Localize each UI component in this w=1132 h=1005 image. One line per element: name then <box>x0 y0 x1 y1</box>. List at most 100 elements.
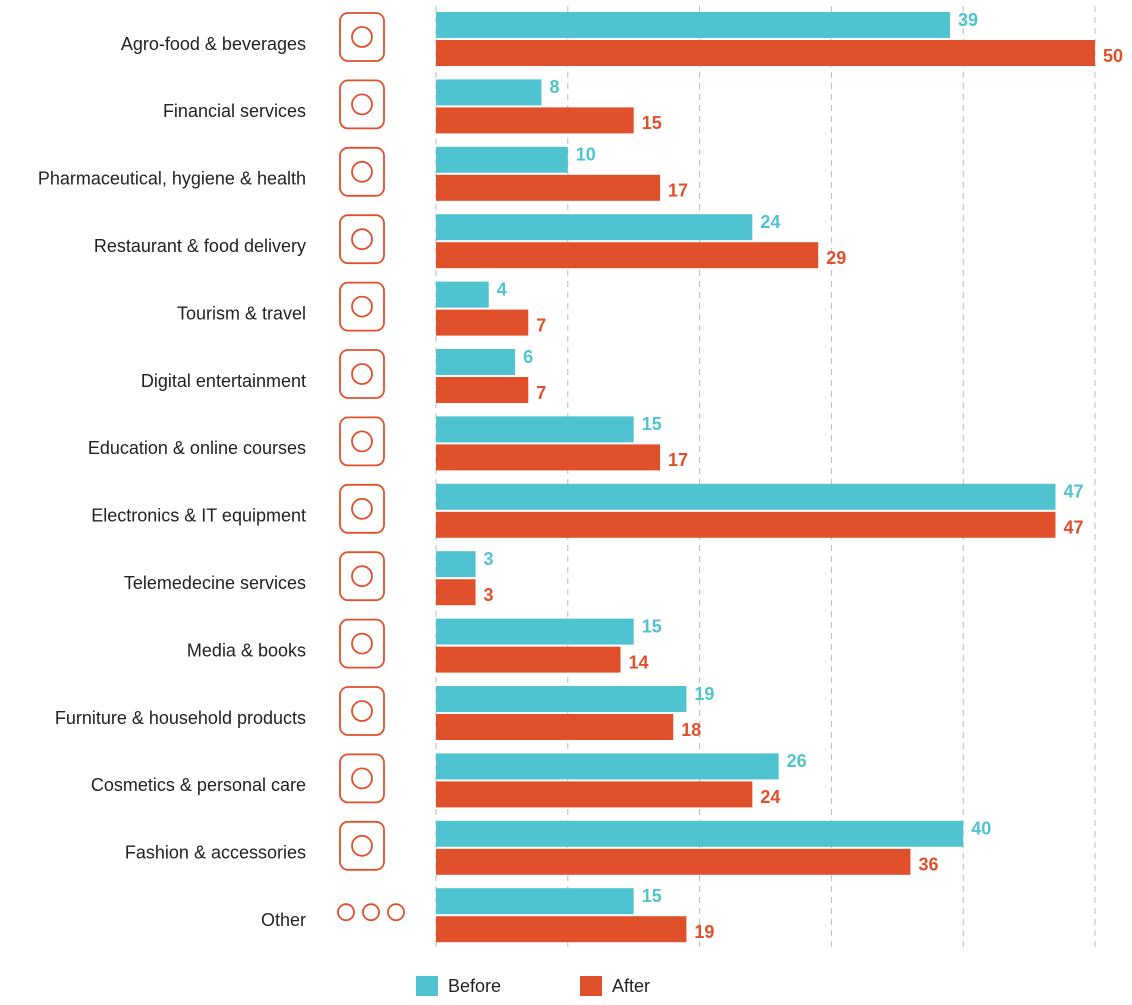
bar <box>436 888 634 915</box>
bar <box>436 444 661 471</box>
value-label: 50 <box>1103 46 1123 66</box>
value-label: 15 <box>642 414 662 434</box>
bar <box>436 618 634 645</box>
bar <box>436 377 529 403</box>
value-label: 3 <box>484 585 494 605</box>
value-label: 6 <box>523 347 533 367</box>
legend-label: After <box>612 976 650 996</box>
bar <box>436 686 687 712</box>
icon <box>351 430 373 453</box>
bar <box>436 714 674 740</box>
category-label: Fashion & accessories <box>125 843 306 863</box>
icon <box>351 700 373 722</box>
icon <box>339 416 385 467</box>
category-label: Education & online courses <box>88 438 306 458</box>
bar <box>436 242 819 269</box>
bar <box>436 309 529 336</box>
value-label: 15 <box>642 616 662 636</box>
bar <box>436 107 634 134</box>
icon <box>351 632 373 655</box>
icon <box>339 12 385 62</box>
category-label: Digital entertainment <box>141 371 306 391</box>
category-label: Tourism & travel <box>177 303 306 323</box>
icon <box>339 146 385 197</box>
value-label: 19 <box>694 684 714 704</box>
category-label: Financial services <box>163 101 306 121</box>
bar <box>436 483 1056 510</box>
icon <box>351 26 373 48</box>
bar <box>436 174 661 201</box>
category-label: Pharmaceutical, hygiene & health <box>38 169 306 189</box>
value-label: 24 <box>760 212 780 232</box>
legend-swatch <box>416 976 438 996</box>
bar <box>436 281 489 308</box>
bar <box>436 820 964 847</box>
bar <box>436 753 779 780</box>
bar <box>436 12 951 38</box>
icon <box>339 281 385 332</box>
icon <box>339 214 385 265</box>
icon <box>339 618 385 669</box>
value-label: 15 <box>642 113 662 133</box>
icon <box>351 363 373 385</box>
icon <box>351 228 373 251</box>
value-label: 15 <box>642 886 662 906</box>
value-label: 24 <box>760 787 780 807</box>
icon <box>339 753 385 804</box>
bar <box>436 214 753 241</box>
legend-label: Before <box>448 976 501 996</box>
icon <box>351 497 373 520</box>
value-label: 17 <box>668 450 688 470</box>
value-label: 10 <box>576 145 596 165</box>
category-label: Media & books <box>187 640 306 660</box>
value-label: 4 <box>497 279 507 299</box>
value-label: 17 <box>668 181 688 201</box>
value-label: 14 <box>629 652 649 672</box>
icon <box>387 903 405 922</box>
value-label: 40 <box>971 819 991 839</box>
bar <box>436 781 753 808</box>
value-label: 39 <box>958 10 978 30</box>
icon <box>351 767 373 790</box>
icon <box>339 349 385 399</box>
value-label: 19 <box>694 922 714 942</box>
icon <box>351 565 373 588</box>
value-label: 36 <box>918 855 938 875</box>
icon <box>337 903 355 922</box>
category-label: Furniture & household products <box>55 708 306 728</box>
icon <box>339 551 385 602</box>
category-label: Restaurant & food delivery <box>94 236 306 256</box>
value-label: 7 <box>536 383 546 403</box>
bar <box>436 349 516 375</box>
bar <box>436 551 476 578</box>
icon <box>351 160 373 183</box>
bar <box>436 146 568 173</box>
icon <box>351 93 373 116</box>
category-label: Agro-food & beverages <box>121 34 306 54</box>
bar <box>436 511 1056 538</box>
value-label: 26 <box>787 751 807 771</box>
value-label: 29 <box>826 248 846 268</box>
value-label: 47 <box>1063 518 1083 538</box>
icon <box>339 686 385 736</box>
legend-swatch <box>580 976 602 996</box>
bar <box>436 579 476 606</box>
bar <box>436 40 1095 66</box>
category-label: Telemedecine services <box>124 573 306 593</box>
bar <box>436 848 911 875</box>
value-label: 3 <box>484 549 494 569</box>
value-label: 7 <box>536 315 546 335</box>
icon <box>339 483 385 534</box>
bar <box>436 916 687 943</box>
bar <box>436 416 634 443</box>
icon <box>351 834 373 857</box>
icon <box>351 295 373 318</box>
category-label: Other <box>261 910 306 930</box>
value-label: 47 <box>1063 482 1083 502</box>
value-label: 8 <box>549 77 559 97</box>
bar <box>436 646 621 673</box>
icon <box>339 820 385 871</box>
value-label: 18 <box>681 720 701 740</box>
icon <box>339 79 385 130</box>
